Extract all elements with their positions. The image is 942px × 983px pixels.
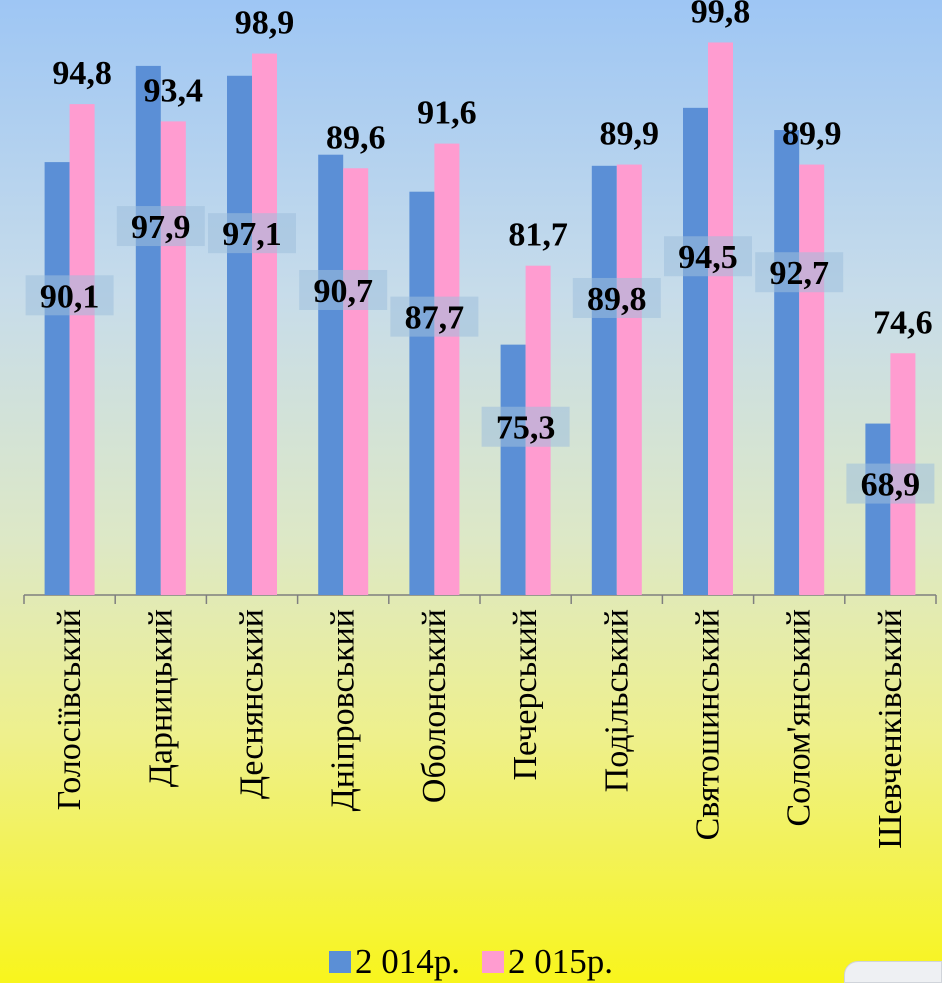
data-label-2014: 97,1: [222, 216, 282, 253]
category-label: Дніпровський: [325, 609, 362, 811]
legend-swatch-2015: [482, 951, 504, 973]
category-label: Голосіївський: [51, 609, 88, 810]
data-label-bg-2014: [572, 277, 661, 318]
data-label-2014: 90,1: [40, 278, 100, 315]
data-label-2014: 92,7: [769, 255, 829, 292]
legend-item-2015: 2 015р.: [482, 942, 613, 982]
category-label: Шевченківський: [872, 609, 909, 849]
bar-2014: [227, 75, 252, 596]
category-label: Солом'янський: [781, 609, 818, 827]
bar-2015: [160, 121, 186, 596]
data-label-2014: 68,9: [861, 467, 921, 504]
bar-2014: [500, 344, 526, 595]
data-label-2015: 98,9: [235, 5, 295, 42]
data-label-2014: 94,5: [678, 239, 738, 276]
data-label-2015: 89,6: [326, 119, 386, 156]
data-label-2015: 74,6: [873, 304, 933, 341]
bar-2014: [865, 423, 891, 595]
legend-item-2014: 2 014р.: [329, 942, 460, 982]
data-label-bg-2014: [25, 275, 114, 316]
bar-2015: [252, 53, 277, 596]
data-label-bg-2014: [755, 252, 844, 293]
bar-2015: [616, 164, 642, 596]
bar-2015: [708, 42, 733, 595]
bar-2014: [591, 165, 617, 596]
category-label: Оболонський: [416, 609, 453, 803]
bar-2014: [683, 107, 708, 595]
legend-swatch-2014: [329, 951, 351, 973]
bar-2014: [774, 130, 800, 596]
bar-2015: [434, 143, 460, 595]
data-label-2015: 81,7: [508, 217, 568, 254]
data-label-bg-2014: [481, 406, 570, 447]
bar-2014: [409, 191, 435, 595]
data-label-2015: 89,9: [782, 116, 842, 153]
bar-2014: [318, 154, 344, 595]
category-label: Подільський: [598, 609, 635, 792]
data-label-bg-2014: [116, 206, 205, 247]
bar-2014: [135, 65, 161, 595]
data-label-2015: 99,8: [691, 0, 751, 30]
data-label-bg-2014: [664, 236, 752, 277]
legend-label-2014: 2 014р.: [355, 942, 460, 981]
category-label: Печерський: [507, 609, 544, 781]
data-label-2015: 94,8: [52, 55, 112, 92]
data-label-2015: 91,6: [417, 95, 477, 132]
category-label: Дарницький: [142, 609, 179, 787]
data-label-2015: 93,4: [144, 72, 204, 109]
data-label-bg-2014: [299, 269, 388, 310]
scroll-corner-tab: [844, 961, 942, 983]
data-label-2014: 89,8: [587, 281, 647, 318]
category-label: Святошинський: [690, 609, 727, 840]
bar-2015: [69, 104, 95, 595]
data-label-2014: 87,7: [405, 300, 465, 337]
bar-2015: [799, 164, 825, 596]
category-label: Деснянський: [234, 609, 271, 799]
legend-label-2015: 2 015р.: [508, 942, 613, 981]
bar-chart: Голосіївський Дарницький Деснянський Дніпро…: [23, 0, 937, 849]
bar-2014: [44, 162, 70, 595]
data-label-2014: 97,9: [131, 209, 191, 246]
legend: 2 014р. 2 015р.: [0, 941, 942, 983]
data-label-bg-2014: [390, 296, 479, 337]
data-label-2014: 90,7: [313, 273, 373, 310]
data-label-bg-2014: [846, 463, 935, 504]
data-label-2014: 75,3: [496, 410, 556, 447]
data-label-bg-2014: [208, 213, 296, 254]
data-label-2015: 89,9: [600, 116, 660, 153]
bar-2015: [343, 168, 369, 595]
